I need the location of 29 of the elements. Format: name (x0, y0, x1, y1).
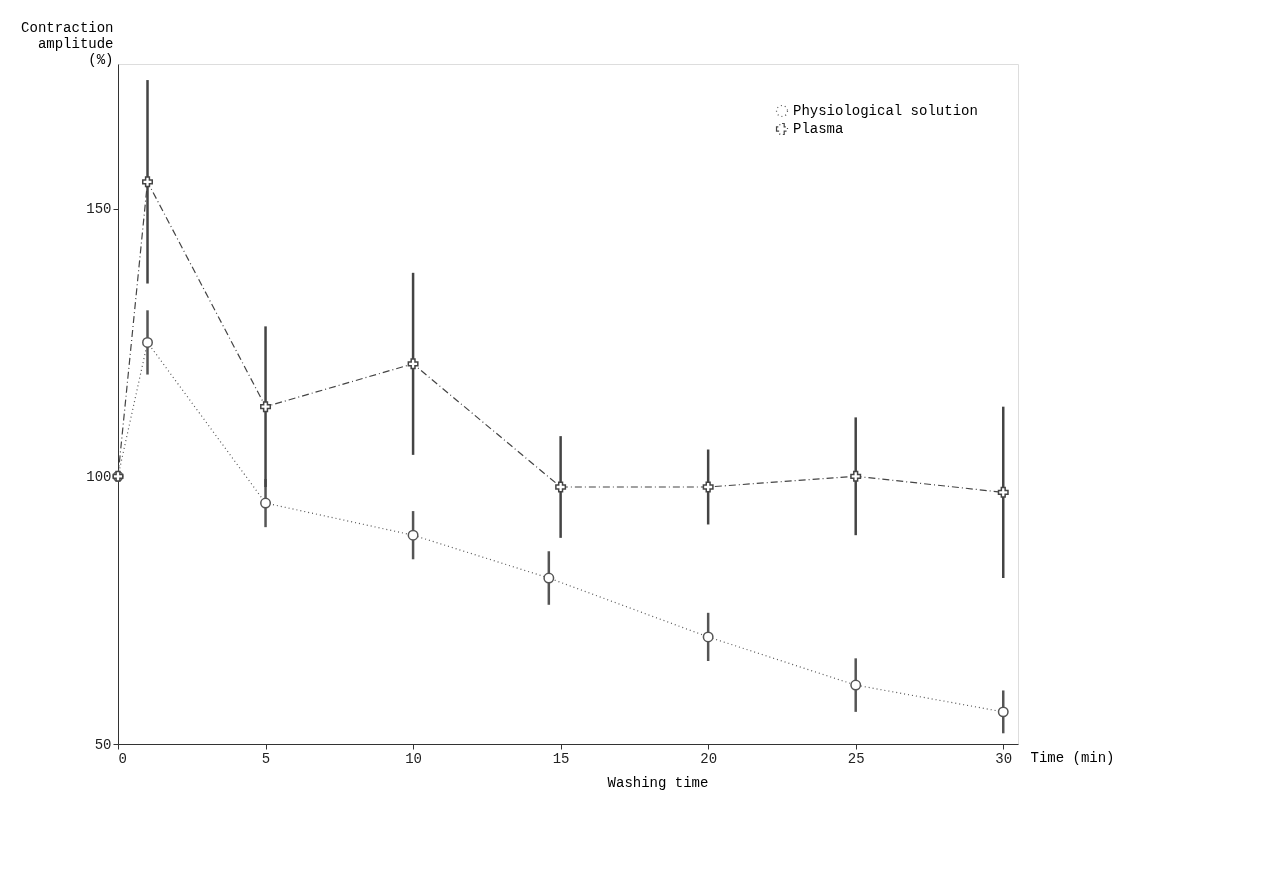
point (702, 631, 714, 643)
point (260, 401, 272, 413)
point (260, 497, 272, 509)
x-axis-title: Time (min) (1030, 749, 1115, 766)
point (142, 336, 153, 348)
y-tick-label: 50 (94, 736, 112, 753)
point (850, 470, 862, 482)
point (702, 481, 714, 493)
x-tick-label: 25 (847, 750, 865, 767)
x-tick-label: 20 (700, 750, 718, 767)
point (850, 679, 862, 691)
x-tick-label: 15 (552, 750, 570, 767)
text: Washing time (607, 775, 709, 791)
x-tick-label: 5 (261, 750, 271, 767)
x-tick-label: 0 (118, 750, 127, 767)
point (142, 176, 153, 188)
point (407, 358, 419, 370)
point (555, 481, 567, 493)
y-tick-label: 150 (86, 201, 112, 218)
x-tick-label: 10 (405, 750, 422, 767)
y-tick-label: 100 (86, 468, 112, 485)
y-axis-title: Contraction amplitude (%) (21, 19, 114, 68)
point (997, 706, 1009, 718)
point (543, 572, 555, 584)
legend-label: Physiological solution (793, 103, 978, 119)
point (997, 486, 1009, 498)
x-tick-label: 30 (995, 750, 1013, 767)
point (407, 529, 419, 541)
legend-label: Plasma (793, 121, 844, 137)
